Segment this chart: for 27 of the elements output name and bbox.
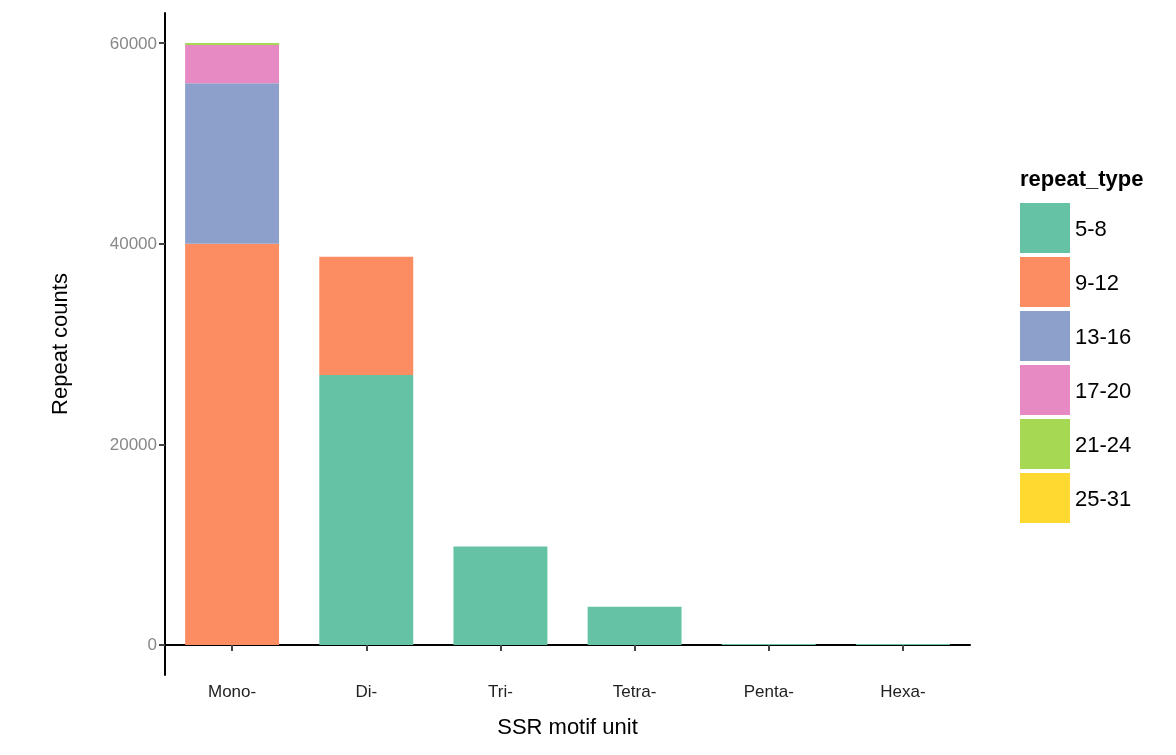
legend-title: repeat_type <box>1020 165 1144 191</box>
x-tick-label: Tri- <box>487 682 513 701</box>
bar <box>587 606 682 645</box>
y-axis-title: Repeat counts <box>46 273 72 415</box>
legend-label: 9-12 <box>1075 269 1120 295</box>
legend-label: 13-16 <box>1075 323 1132 349</box>
x-tick-label: Hexa- <box>880 682 926 701</box>
x-tick-label: Tetra- <box>612 682 657 701</box>
bar <box>185 45 280 84</box>
bar <box>185 43 280 46</box>
legend-label: 21-24 <box>1075 431 1132 457</box>
bar <box>319 256 414 376</box>
bar <box>453 546 548 645</box>
x-tick-label: Mono- <box>207 682 257 701</box>
bar <box>319 375 414 645</box>
x-axis-title: SSR motif unit <box>497 713 638 739</box>
legend-label: 17-20 <box>1075 377 1132 403</box>
legend-label: 5-8 <box>1075 215 1107 241</box>
y-tick-label: 20000 <box>109 434 157 454</box>
legend-label: 25-31 <box>1075 485 1132 511</box>
y-tick-label: 40000 <box>109 234 157 254</box>
y-tick-label: 0 <box>147 635 157 655</box>
bar <box>185 83 280 244</box>
y-tick-label: 60000 <box>109 33 157 53</box>
bar <box>185 243 280 645</box>
x-tick-label: Di- <box>355 682 378 701</box>
x-tick-label: Penta- <box>743 682 794 701</box>
